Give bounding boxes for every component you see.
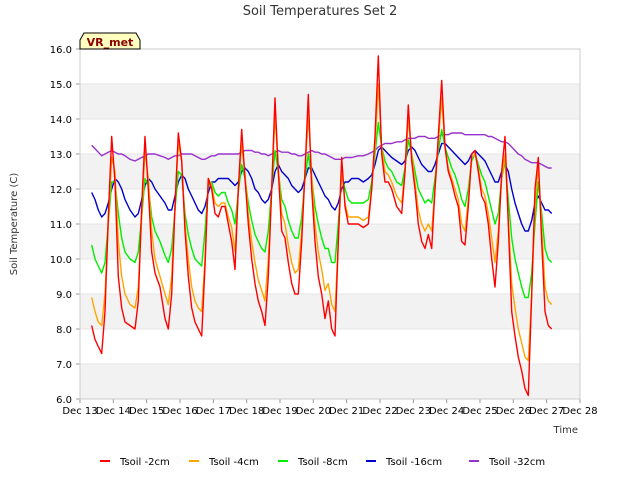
x-axis-title: Time (553, 425, 578, 436)
x-tick-label: Dec 28 (562, 406, 597, 417)
legend-item: Tsoil -8cm (278, 457, 348, 468)
series-line-tsoil-16cm (91, 142, 553, 232)
y-tick-label: 9.0 (56, 290, 72, 301)
legend-item: Tsoil -32cm (469, 457, 545, 468)
legend-label: Tsoil -4cm (208, 457, 259, 468)
y-tick-label: 13.0 (50, 150, 72, 161)
series-line-tsoil-32cm (91, 132, 552, 169)
grid-band (80, 259, 580, 294)
x-tick-label: Dec 22 (362, 406, 397, 417)
x-tick-label: Dec 20 (296, 406, 331, 417)
y-tick-label: 16.0 (50, 45, 72, 56)
grid-band (80, 49, 580, 84)
x-tick-label: Dec 18 (229, 406, 264, 417)
x-tick-label: Dec 27 (529, 406, 564, 417)
grid-band (80, 189, 580, 224)
grid-band (80, 119, 580, 154)
station-label: VR_met (87, 36, 134, 49)
x-tick-label: Dec 21 (329, 406, 364, 417)
legend-label: Tsoil -8cm (297, 457, 348, 468)
y-tick-label: 10.0 (50, 255, 72, 266)
chart-title: Soil Temperatures Set 2 (243, 4, 398, 19)
legend-item: Tsoil -4cm (189, 457, 259, 468)
series-line-tsoil-2cm (91, 55, 553, 397)
series-lines (91, 55, 553, 397)
legend-item: Tsoil -16cm (366, 457, 442, 468)
y-tick-label: 8.0 (56, 325, 72, 336)
legend-item: Tsoil -2cm (100, 457, 170, 468)
x-tick-label: Dec 25 (462, 406, 497, 417)
x-tick-label: Dec 26 (496, 406, 531, 417)
y-tick-label: 7.0 (56, 360, 72, 371)
legend-label: Tsoil -2cm (119, 457, 170, 468)
x-tick-label: Dec 14 (96, 406, 131, 417)
station-badge-background (79, 32, 141, 50)
y-tick-label: 12.0 (50, 185, 72, 196)
y-axis-title: Soil Temperature (C) (9, 173, 20, 276)
x-tick-label: Dec 17 (196, 406, 231, 417)
x-tick-label: Dec 13 (62, 406, 97, 417)
x-tick-label: Dec 24 (429, 406, 464, 417)
grid-bands (80, 49, 580, 400)
grid-band (80, 84, 580, 119)
grid-band (80, 154, 580, 189)
legend-label: Tsoil -32cm (488, 457, 545, 468)
x-tick-label: Dec 16 (162, 406, 197, 417)
grid-band (80, 364, 580, 399)
legend: Tsoil -2cm Tsoil -4cm Tsoil -8cm Tsoil -16c… (100, 457, 545, 468)
legend-label: Tsoil -16cm (385, 457, 442, 468)
y-tick-label: 14.0 (50, 115, 72, 126)
plot-frame (79, 48, 581, 400)
y-tick-label: 11.0 (50, 220, 72, 231)
grid-band (80, 329, 580, 364)
y-axis: 6.0 7.0 8.0 9.0 10.0 11.0 12.0 13.0 14.0 15.0 16.0 (50, 45, 80, 406)
x-tick-label: Dec 19 (262, 406, 297, 417)
y-tick-label: 6.0 (56, 395, 72, 406)
y-tick-label: 15.0 (50, 80, 72, 91)
x-tick-label: Dec 23 (396, 406, 431, 417)
station-badge: VR_met (79, 32, 141, 50)
x-tick-label: Dec 15 (129, 406, 164, 417)
